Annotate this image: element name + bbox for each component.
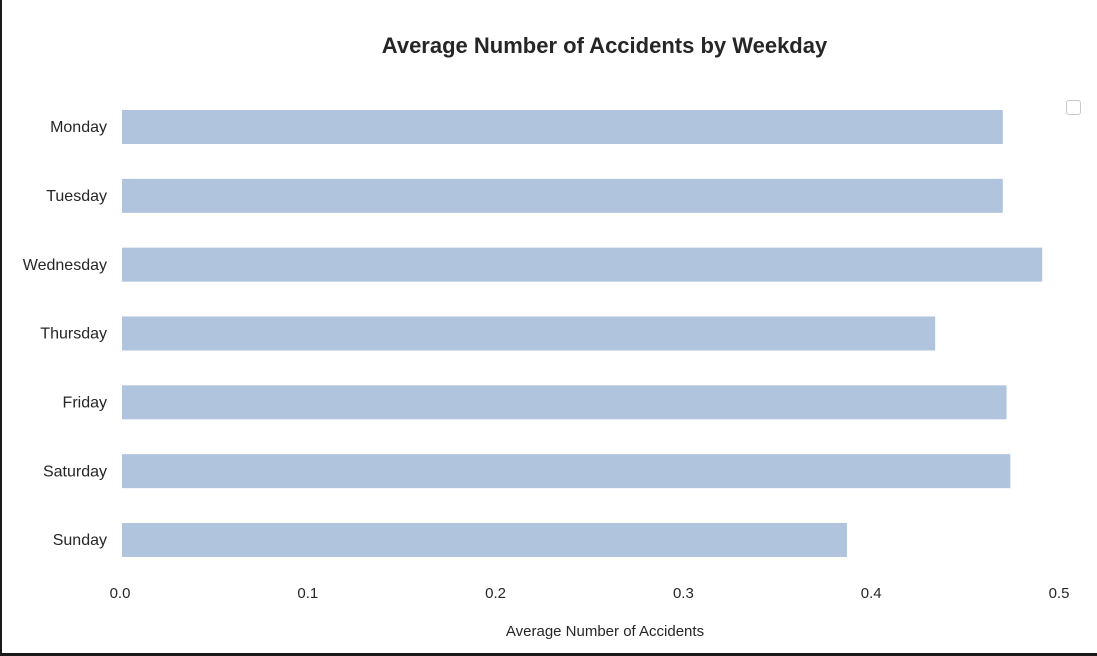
bar-saturday (122, 454, 1011, 489)
x-tick-label: 0.2 (485, 585, 506, 602)
category-label-saturday: Saturday (43, 463, 107, 480)
x-tick-label: 0.5 (1049, 585, 1070, 602)
x-tick-labels: 0.0 0.1 0.2 0.3 0.4 0.5 (110, 585, 1070, 602)
x-tick-label: 0.0 (110, 585, 131, 602)
bar-friday (122, 385, 1007, 420)
x-tick-label: 0.1 (297, 585, 318, 602)
x-tick-label: 0.3 (673, 585, 694, 602)
category-label-tuesday: Tuesday (46, 188, 107, 205)
bar-tuesday (122, 178, 1003, 213)
bars-layer (122, 110, 1043, 557)
bar-sunday (122, 522, 847, 557)
x-tick-label: 0.4 (861, 585, 882, 602)
bar-monday (122, 110, 1003, 144)
bar-wednesday (122, 247, 1043, 282)
bar-thursday (122, 316, 936, 351)
category-labels: Monday Tuesday Wednesday Thursday Friday Satu… (23, 119, 107, 549)
category-label-friday: Friday (63, 395, 107, 412)
category-label-sunday: Sunday (53, 532, 107, 549)
category-label-wednesday: Wednesday (23, 257, 107, 274)
chart-title: Average Number of Accidents by Weekday (381, 33, 828, 58)
x-axis-label: Average Number of Accidents (506, 623, 704, 640)
legend-box (1066, 100, 1081, 115)
category-label-monday: Monday (50, 119, 107, 136)
category-label-thursday: Thursday (40, 326, 107, 343)
